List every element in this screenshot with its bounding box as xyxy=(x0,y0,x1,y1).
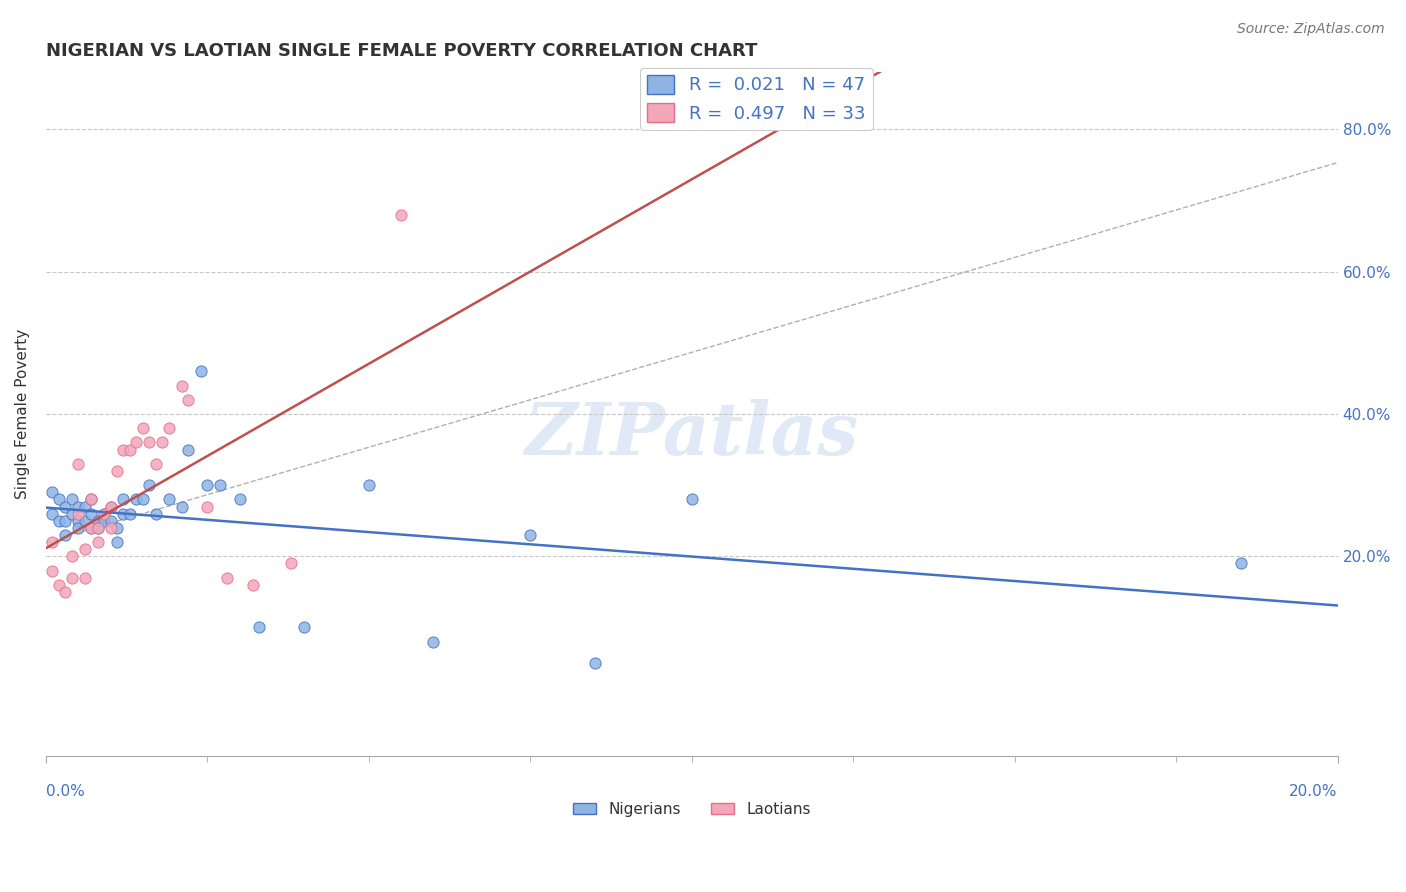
Point xyxy=(519,528,541,542)
Point xyxy=(170,500,193,514)
Point xyxy=(145,507,167,521)
Point xyxy=(80,507,103,521)
Text: 20.0%: 20.0% xyxy=(1289,784,1337,799)
Point xyxy=(105,521,128,535)
Point xyxy=(53,500,76,514)
Point xyxy=(53,514,76,528)
Point xyxy=(157,421,180,435)
Point xyxy=(1229,557,1251,571)
Point xyxy=(209,478,232,492)
Point xyxy=(215,571,238,585)
Point xyxy=(112,507,135,521)
Point xyxy=(48,492,70,507)
Point xyxy=(132,492,155,507)
Point xyxy=(86,514,108,528)
Point xyxy=(280,557,302,571)
Point xyxy=(681,492,703,507)
Point xyxy=(125,435,148,450)
Point xyxy=(80,492,103,507)
Y-axis label: Single Female Poverty: Single Female Poverty xyxy=(15,329,30,500)
Point xyxy=(73,542,96,557)
Legend: Nigerians, Laotians: Nigerians, Laotians xyxy=(567,796,817,823)
Point xyxy=(100,521,122,535)
Point xyxy=(105,535,128,549)
Point xyxy=(177,442,200,457)
Point xyxy=(80,492,103,507)
Point xyxy=(112,442,135,457)
Point xyxy=(48,514,70,528)
Point xyxy=(53,585,76,599)
Point xyxy=(67,500,90,514)
Point xyxy=(138,478,160,492)
Point xyxy=(60,507,83,521)
Point xyxy=(93,514,115,528)
Point xyxy=(93,507,115,521)
Point xyxy=(93,507,115,521)
Point xyxy=(357,478,380,492)
Point xyxy=(197,500,219,514)
Point xyxy=(41,535,63,549)
Point xyxy=(41,564,63,578)
Point xyxy=(73,514,96,528)
Point xyxy=(67,457,90,471)
Point xyxy=(41,507,63,521)
Point xyxy=(118,507,141,521)
Point xyxy=(177,392,200,407)
Point xyxy=(138,435,160,450)
Text: ZIPatlas: ZIPatlas xyxy=(524,399,859,470)
Point xyxy=(228,492,250,507)
Point xyxy=(118,442,141,457)
Point xyxy=(67,521,90,535)
Point xyxy=(125,492,148,507)
Point xyxy=(60,571,83,585)
Point xyxy=(60,549,83,564)
Point xyxy=(422,634,444,648)
Point xyxy=(86,521,108,535)
Point xyxy=(80,521,103,535)
Point xyxy=(100,514,122,528)
Point xyxy=(41,485,63,500)
Point xyxy=(105,464,128,478)
Point xyxy=(247,620,270,634)
Point xyxy=(145,457,167,471)
Point xyxy=(112,492,135,507)
Point xyxy=(170,378,193,392)
Point xyxy=(157,492,180,507)
Point xyxy=(190,364,212,378)
Point xyxy=(132,421,155,435)
Point xyxy=(73,500,96,514)
Point xyxy=(197,478,219,492)
Point xyxy=(292,620,315,634)
Point xyxy=(242,578,264,592)
Text: Source: ZipAtlas.com: Source: ZipAtlas.com xyxy=(1237,22,1385,37)
Point xyxy=(53,528,76,542)
Text: NIGERIAN VS LAOTIAN SINGLE FEMALE POVERTY CORRELATION CHART: NIGERIAN VS LAOTIAN SINGLE FEMALE POVERT… xyxy=(46,42,758,60)
Point xyxy=(86,521,108,535)
Point xyxy=(86,535,108,549)
Text: 0.0%: 0.0% xyxy=(46,784,84,799)
Point xyxy=(80,521,103,535)
Point xyxy=(60,492,83,507)
Point xyxy=(67,514,90,528)
Point xyxy=(67,507,90,521)
Point xyxy=(100,500,122,514)
Point xyxy=(389,208,412,222)
Point xyxy=(150,435,173,450)
Point xyxy=(583,656,606,670)
Point xyxy=(73,571,96,585)
Point xyxy=(100,500,122,514)
Point xyxy=(48,578,70,592)
